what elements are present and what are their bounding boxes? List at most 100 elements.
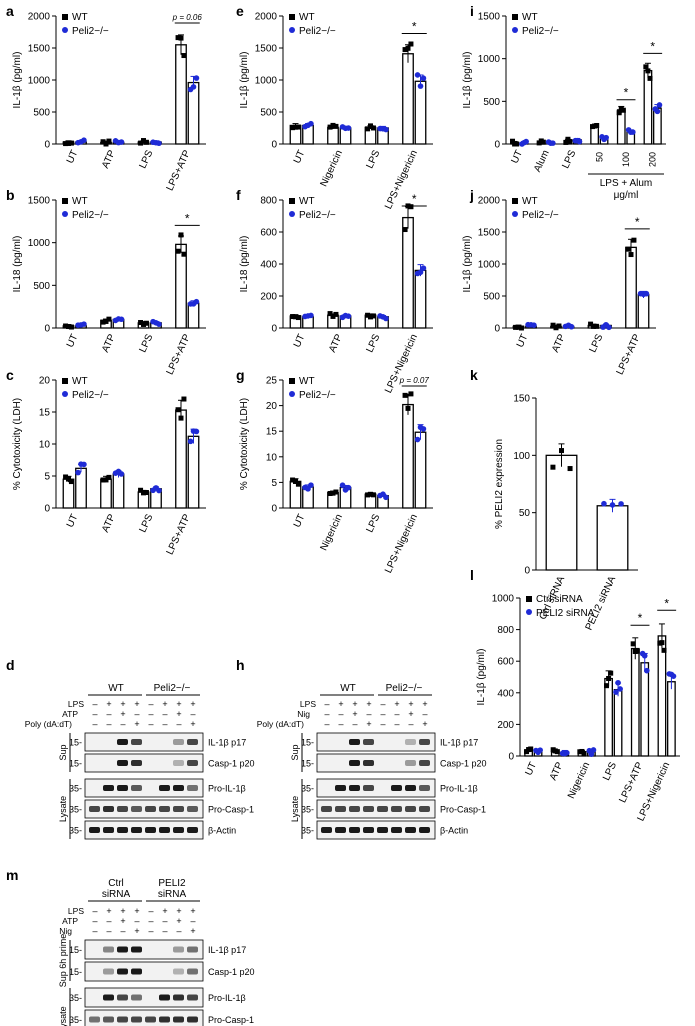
blot-band	[103, 946, 114, 953]
data-point	[66, 140, 71, 146]
data-point	[308, 312, 314, 319]
y-tick-label: 500	[33, 281, 50, 292]
blot-band	[377, 827, 388, 833]
data-point	[661, 647, 667, 653]
blot-band	[187, 968, 198, 975]
legend: WT Peli2−/−	[512, 196, 559, 221]
mw-marker: 15-	[69, 945, 82, 955]
panel-letter-j: j	[469, 187, 474, 203]
x-tick-label: LPS	[588, 332, 606, 354]
y-tick-label: 0	[44, 324, 50, 335]
treatment-sign: –	[380, 719, 385, 729]
data-point	[643, 290, 650, 297]
group-label: LPS + Alum	[600, 178, 653, 189]
data-point	[368, 314, 373, 320]
data-point	[601, 500, 607, 507]
data-point	[608, 670, 614, 676]
section-label: Sup	[58, 744, 68, 760]
y-tick-label: 10	[39, 440, 51, 451]
y-tick-label: 0	[271, 140, 277, 151]
mw-marker: 15-	[69, 738, 82, 748]
bar	[625, 246, 637, 329]
data-point	[630, 129, 636, 135]
band-label: Pro-Casp-1	[208, 1015, 254, 1025]
data-point	[63, 141, 69, 147]
data-point	[628, 252, 634, 258]
data-point	[383, 126, 389, 133]
panel-letter-a: a	[6, 3, 14, 19]
treatment-sign: –	[162, 926, 167, 936]
blot-band	[89, 1016, 100, 1023]
blot-band	[131, 946, 142, 953]
data-point	[118, 316, 125, 323]
section-label: Sup	[290, 744, 300, 760]
group-header: Ctrl	[108, 878, 124, 889]
x-tick-label: LPS	[365, 512, 383, 534]
treatment-sign: –	[148, 699, 153, 709]
treatment-sign: –	[394, 709, 399, 719]
x-tick-label: UT	[65, 333, 81, 350]
data-point	[178, 232, 184, 238]
treatment-sign: –	[324, 709, 329, 719]
treatment-label: Poly (dA:dT)	[257, 719, 304, 729]
x-tick-label: ATP	[100, 512, 118, 534]
data-point	[563, 139, 569, 145]
data-point	[175, 35, 181, 41]
data-point	[550, 464, 556, 470]
legend-label: PELI2 siRNA	[536, 608, 595, 619]
x-tick-label: LPS+ATP	[615, 332, 643, 376]
legend-swatch-circle	[289, 27, 295, 33]
blot-band	[363, 760, 374, 766]
data-point	[408, 391, 414, 397]
blot-band	[89, 806, 100, 812]
bar	[175, 44, 187, 145]
significance-label: *	[185, 211, 190, 225]
group-header: WT	[340, 683, 356, 694]
legend-label: Peli2−/−	[299, 390, 336, 401]
treatment-sign: +	[162, 699, 167, 709]
data-point	[606, 675, 612, 681]
data-point	[383, 315, 389, 322]
treatment-sign: –	[92, 699, 97, 709]
blot-band	[173, 739, 184, 745]
band-label: β-Actin	[440, 826, 468, 836]
treatment-sign: +	[176, 709, 181, 719]
panel-letter-e: e	[236, 3, 244, 19]
y-axis-label: % PELI2 expression	[494, 439, 505, 529]
data-point	[604, 683, 610, 689]
chart-l: 0 200 400 600 800 1000 IL-1β (pg/ml) UT ATP Niger…	[476, 594, 680, 823]
band-label: IL-1β p17	[208, 945, 246, 955]
y-axis-label: % Cytotoxicity (LDH)	[12, 398, 23, 490]
treatment-sign: –	[162, 719, 167, 729]
data-point	[66, 324, 71, 330]
band-label: Casp-1 p20	[208, 759, 255, 769]
data-point	[620, 107, 626, 113]
y-tick-label: 5	[44, 472, 50, 483]
bar	[187, 435, 200, 509]
x-tick-label: LPS+ATP	[165, 148, 193, 192]
blot-band	[187, 946, 198, 953]
blot-band	[159, 806, 170, 812]
panel-letter-b: b	[6, 187, 15, 203]
treatment-sign: –	[162, 709, 167, 719]
mw-marker: 35-	[301, 784, 314, 794]
data-point	[100, 139, 106, 145]
y-tick-label: 1000	[28, 76, 51, 87]
x-tick-label: LPS+ATP	[165, 332, 193, 376]
data-point	[345, 125, 352, 131]
treatment-sign: –	[106, 709, 111, 719]
treatment-sign: +	[338, 699, 343, 709]
x-tick-label: LPS+ATP	[165, 512, 193, 556]
treatment-sign: –	[338, 719, 343, 729]
legend-label: WT	[299, 196, 315, 207]
blot-band	[103, 827, 114, 833]
y-tick-label: 1000	[478, 260, 501, 271]
y-tick-label: 20	[266, 401, 278, 412]
bar	[657, 635, 667, 757]
legend-swatch-square	[512, 14, 518, 20]
legend-label: WT	[72, 376, 88, 387]
data-point	[175, 407, 181, 413]
blot-band	[159, 1016, 170, 1023]
bar	[596, 505, 629, 571]
treatment-sign: +	[176, 906, 181, 916]
